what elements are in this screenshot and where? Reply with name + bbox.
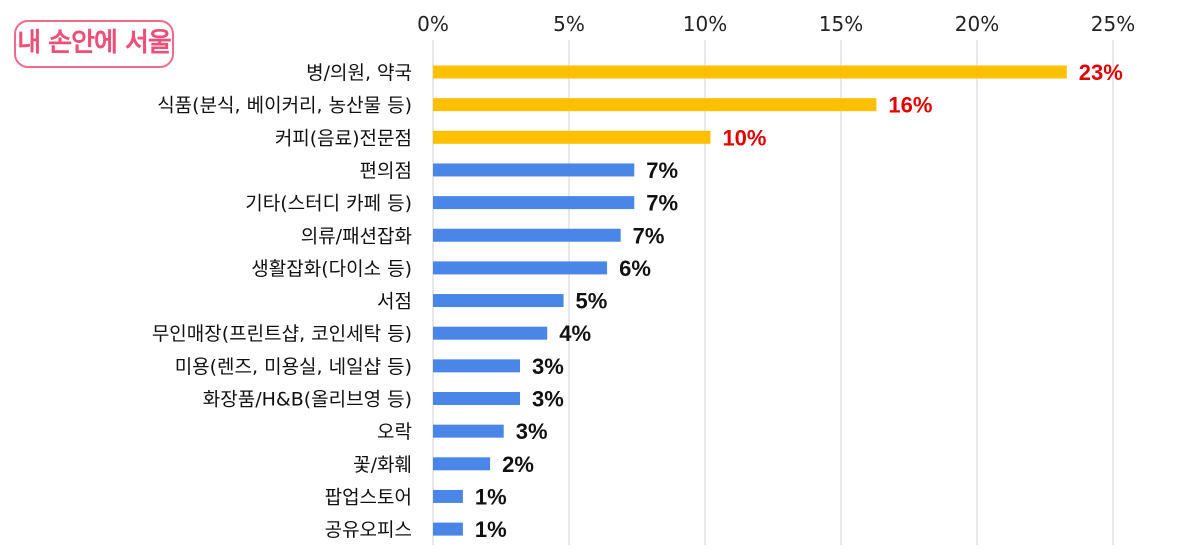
bar — [433, 359, 521, 373]
category-label: 의류/패션잡화 — [301, 225, 412, 247]
value-label: 6% — [619, 256, 651, 281]
bar — [433, 130, 711, 144]
value-label: 23% — [1079, 60, 1123, 85]
x-tick-label: 15% — [819, 12, 863, 36]
bar — [433, 294, 564, 308]
category-label: 팝업스토어 — [325, 486, 412, 508]
bar — [433, 228, 621, 242]
category-label: 생활잡화(다이소 등) — [251, 258, 412, 280]
bar — [433, 326, 548, 340]
bar — [433, 196, 635, 210]
category-label: 무인매장(프린트샵, 코인세탁 등) — [152, 323, 412, 345]
x-tick-label: 5% — [553, 12, 585, 36]
value-label: 3% — [516, 419, 548, 444]
x-axis-ticks: 0% 5% 10% 15% 20% 25% — [417, 12, 1135, 36]
category-label: 미용(렌즈, 미용실, 네일샵 등) — [175, 356, 412, 378]
bar — [433, 98, 877, 112]
x-tick-label: 0% — [417, 12, 449, 36]
bars — [433, 65, 1067, 536]
logo: 내 손안에 서울 — [14, 20, 174, 68]
value-label: 1% — [475, 484, 507, 509]
category-label: 편의점 — [360, 160, 412, 182]
category-label: 서점 — [377, 291, 412, 313]
category-label: 화장품/H&B(올리브영 등) — [203, 389, 412, 411]
value-labels: 23% 16% 10% 7% 7% 7% 6% 5% 4% 3% 3% 3% 2% 1% 1% — [475, 60, 1123, 542]
bar — [433, 261, 608, 275]
value-label: 7% — [646, 158, 678, 183]
x-tick-label: 25% — [1091, 12, 1135, 36]
category-label: 공유오피스 — [325, 519, 412, 541]
value-label: 4% — [559, 321, 591, 346]
bar — [433, 522, 463, 536]
value-label: 7% — [633, 223, 665, 248]
value-label: 5% — [576, 289, 608, 314]
bar — [433, 392, 521, 405]
bar — [433, 424, 504, 438]
value-label: 7% — [646, 191, 678, 216]
bar — [433, 163, 635, 177]
value-label: 3% — [532, 354, 564, 379]
bar — [433, 489, 463, 503]
value-label: 1% — [475, 517, 507, 542]
bar — [433, 65, 1067, 79]
value-label: 16% — [888, 93, 932, 118]
bar — [433, 457, 491, 471]
category-label: 커피(음료)전문점 — [275, 127, 412, 149]
category-label: 병/의원, 약국 — [306, 62, 412, 84]
category-label: 꽃/화훼 — [353, 454, 412, 476]
category-label: 기타(스터디 카페 등) — [245, 193, 412, 215]
category-label: 식품(분식, 베이커리, 농산물 등) — [157, 95, 412, 117]
value-label: 2% — [502, 452, 534, 477]
gridlines — [432, 40, 1114, 545]
x-tick-label: 10% — [683, 12, 727, 36]
value-label: 10% — [722, 125, 766, 150]
value-label: 3% — [532, 387, 564, 412]
category-label: 오락 — [377, 421, 412, 443]
x-tick-label: 20% — [955, 12, 999, 36]
